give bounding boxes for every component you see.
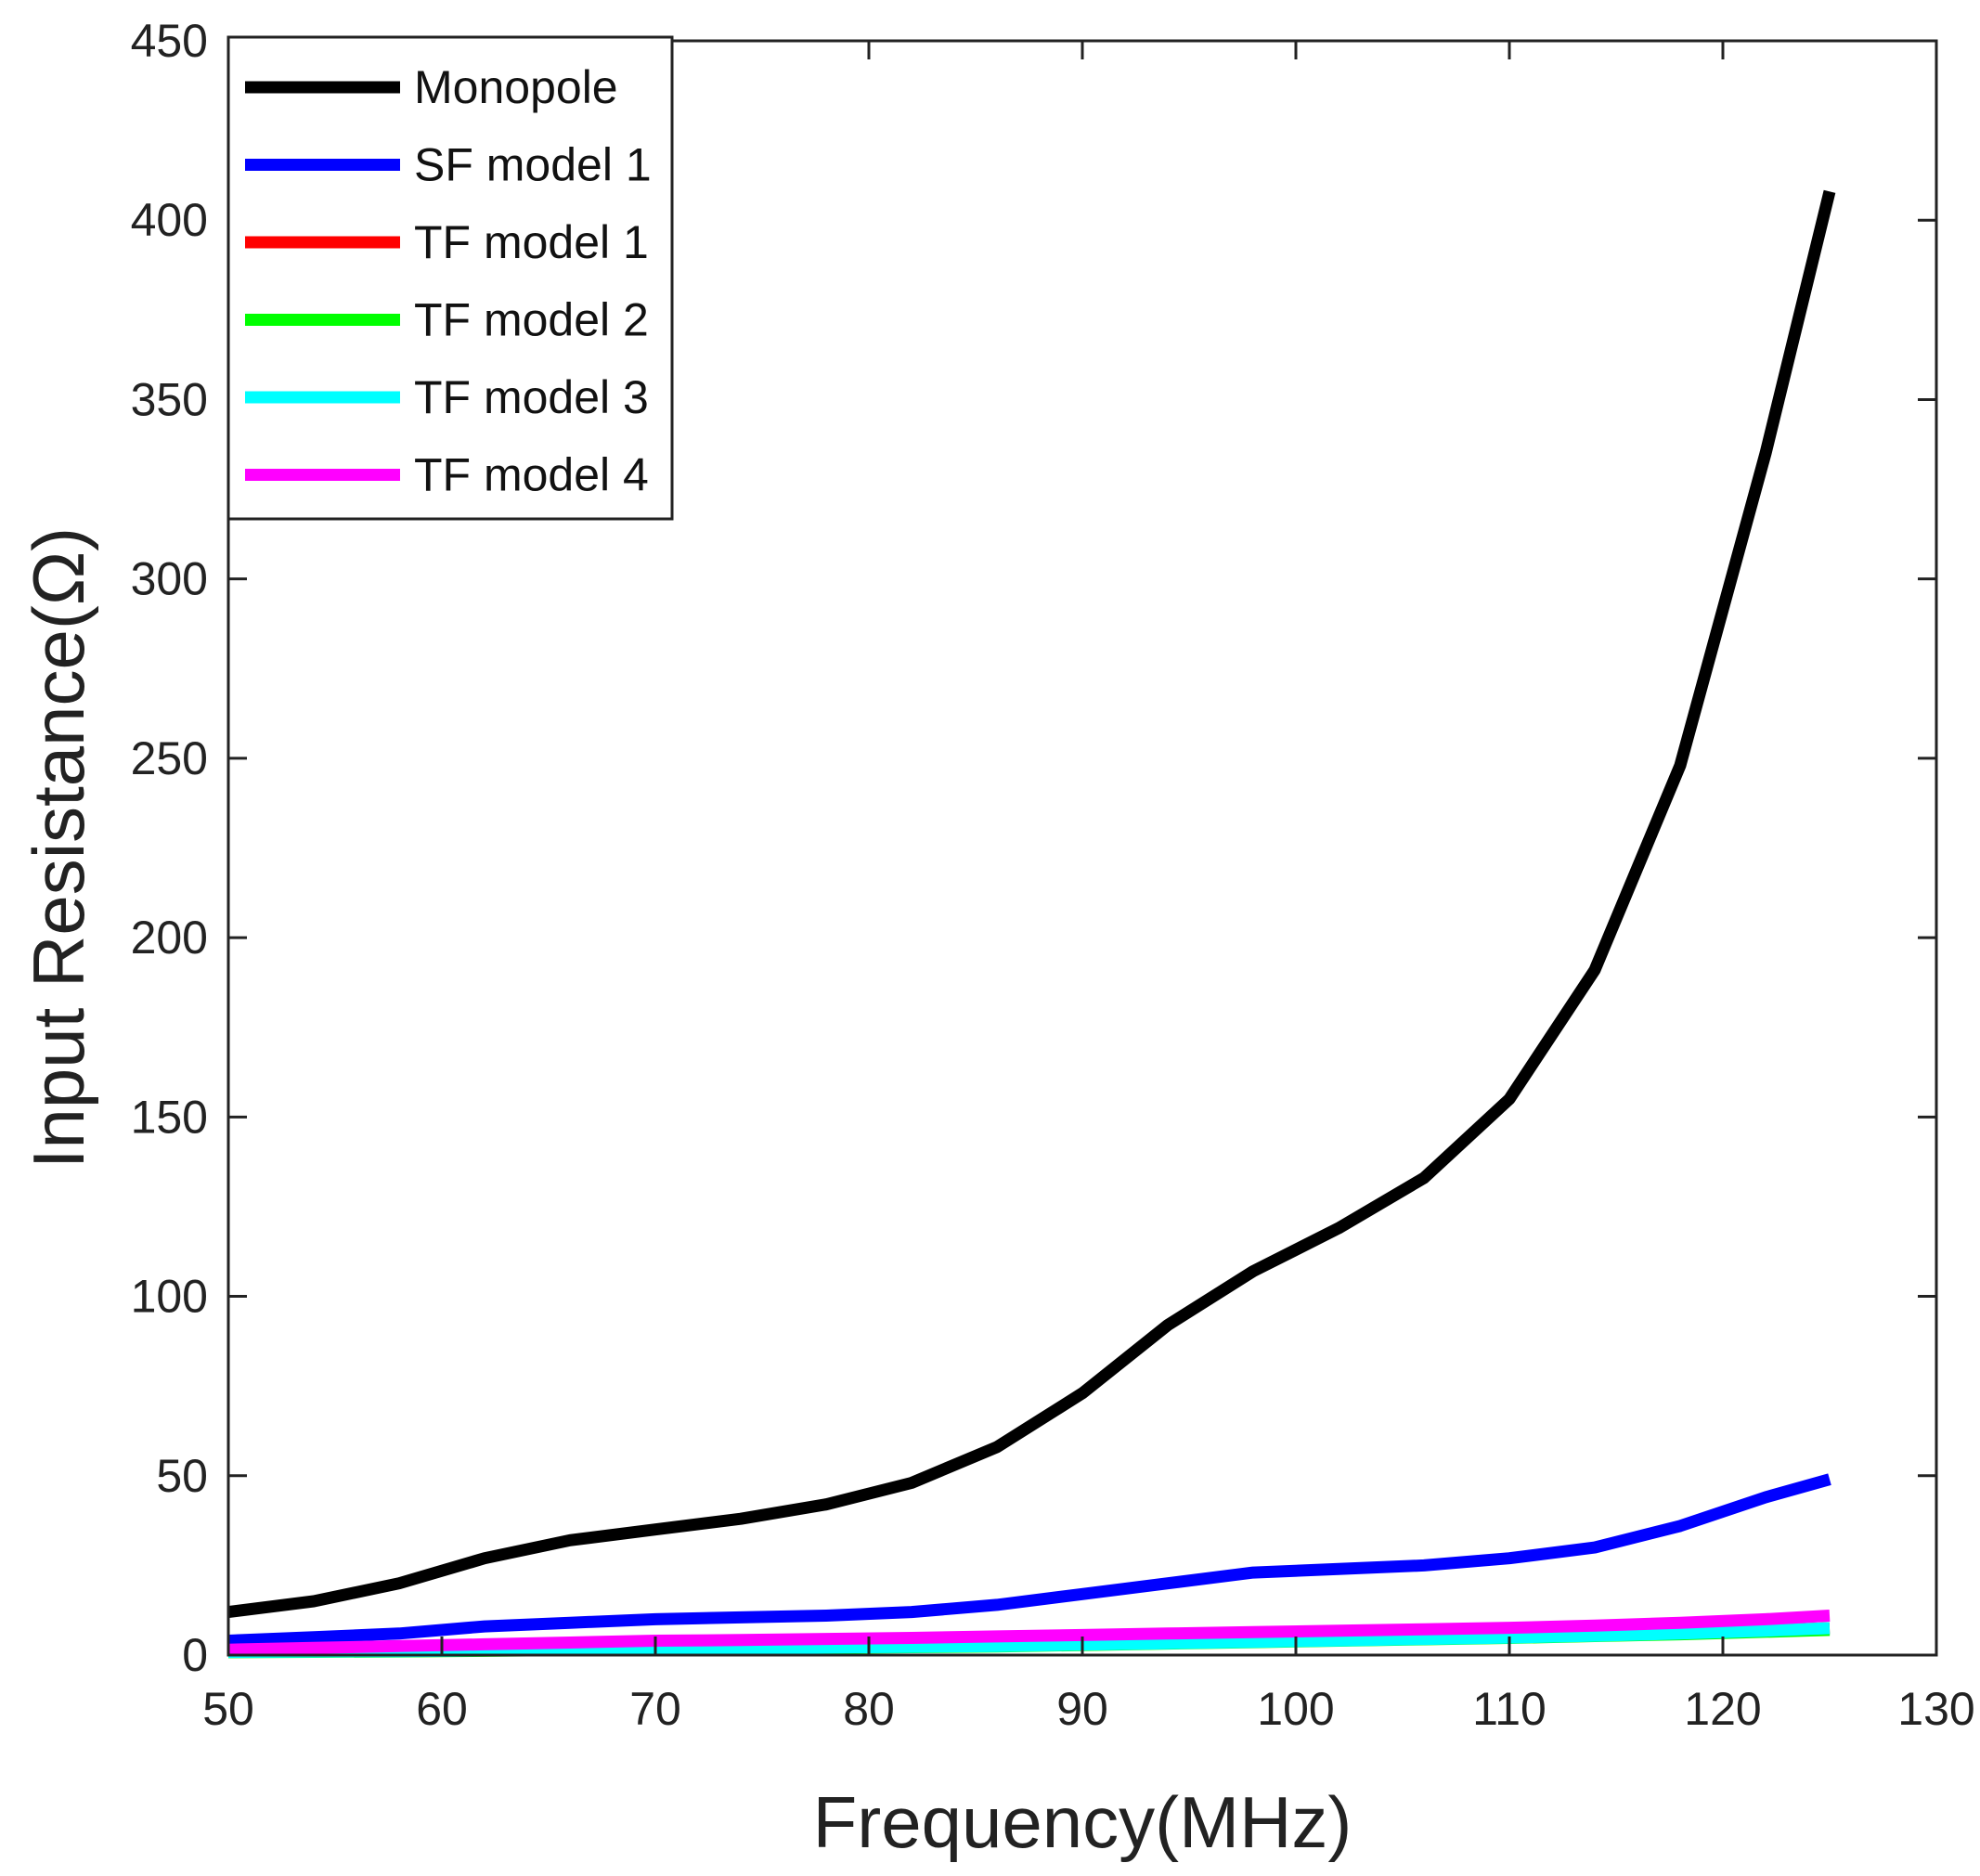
legend: Monopole SF model 1 TF model 1 TF model 2 TF… <box>226 35 674 521</box>
x-tick-label: 70 <box>629 1683 681 1735</box>
x-tick-label: 60 <box>416 1683 468 1735</box>
series-line-tf-model-4 <box>227 1610 1831 1656</box>
y-tick-label: 150 <box>131 1091 208 1143</box>
y-axis-title: Input Resistance(Ω) <box>18 527 99 1169</box>
legend-box <box>226 35 674 521</box>
x-tick-label: 120 <box>1684 1683 1761 1735</box>
legend-label: SF model 1 <box>414 139 652 191</box>
x-axis-title: Frequency(MHz) <box>813 1781 1352 1863</box>
series-layer <box>227 189 1836 1659</box>
legend-label: TF model 2 <box>414 294 649 346</box>
x-tick-label: 130 <box>1897 1683 1974 1735</box>
y-tick-label: 50 <box>156 1450 208 1502</box>
legend-label: TF model 4 <box>414 449 649 501</box>
legend-label: Monopole <box>414 61 618 113</box>
x-tick-label: 50 <box>202 1683 254 1735</box>
x-tick-label: 110 <box>1472 1683 1546 1735</box>
y-tick-label: 200 <box>131 912 208 964</box>
legend-label: TF model 3 <box>414 371 649 423</box>
y-tick-label: 300 <box>131 553 208 605</box>
series-line-tf-model-3 <box>227 1622 1831 1658</box>
y-tick-label: 0 <box>182 1629 208 1681</box>
axes-layer: 50 60 70 80 90 100 110 120 130050100150200250300… <box>131 15 1975 1735</box>
legend-label: TF model 1 <box>414 216 649 268</box>
y-tick-label: 100 <box>131 1271 208 1323</box>
x-tick-label: 80 <box>843 1683 895 1735</box>
x-tick-label: 90 <box>1056 1683 1108 1735</box>
series-line-monopole <box>227 189 1836 1619</box>
y-tick-label: 350 <box>131 373 208 425</box>
y-tick-label: 450 <box>131 15 208 67</box>
series-line-sf-model-1 <box>227 1473 1831 1647</box>
y-tick-label: 400 <box>131 194 208 246</box>
y-tick-label: 250 <box>131 732 208 784</box>
x-tick-label: 100 <box>1257 1683 1334 1735</box>
